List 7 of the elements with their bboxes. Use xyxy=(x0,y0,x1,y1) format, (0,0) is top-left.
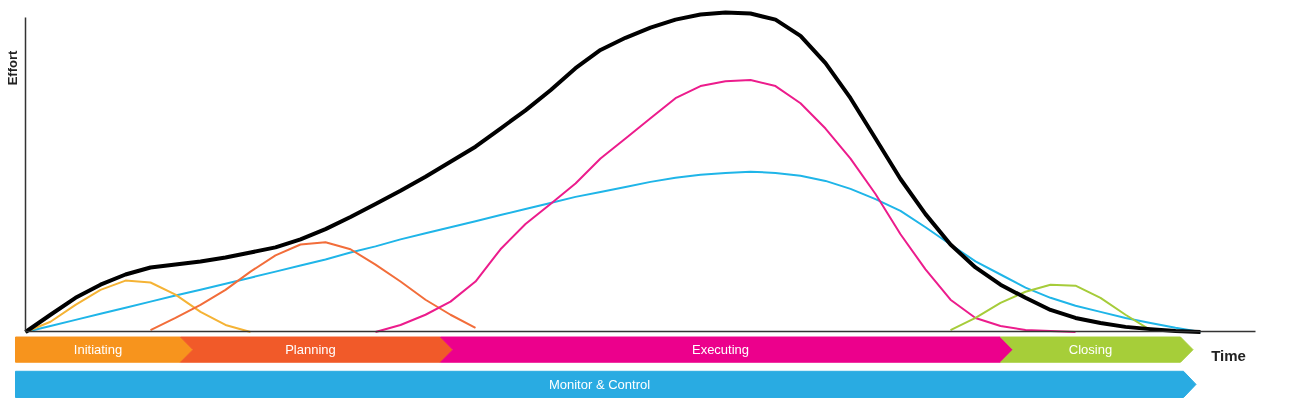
text: Executing xyxy=(691,342,750,358)
text: Monitor & Control xyxy=(548,376,651,392)
x-axis-title: Time xyxy=(1211,346,1246,364)
text: Initiating xyxy=(73,342,123,358)
text: Planning xyxy=(285,342,336,358)
y-axis-title: Effort xyxy=(5,50,20,86)
text: Closing xyxy=(1068,342,1113,358)
